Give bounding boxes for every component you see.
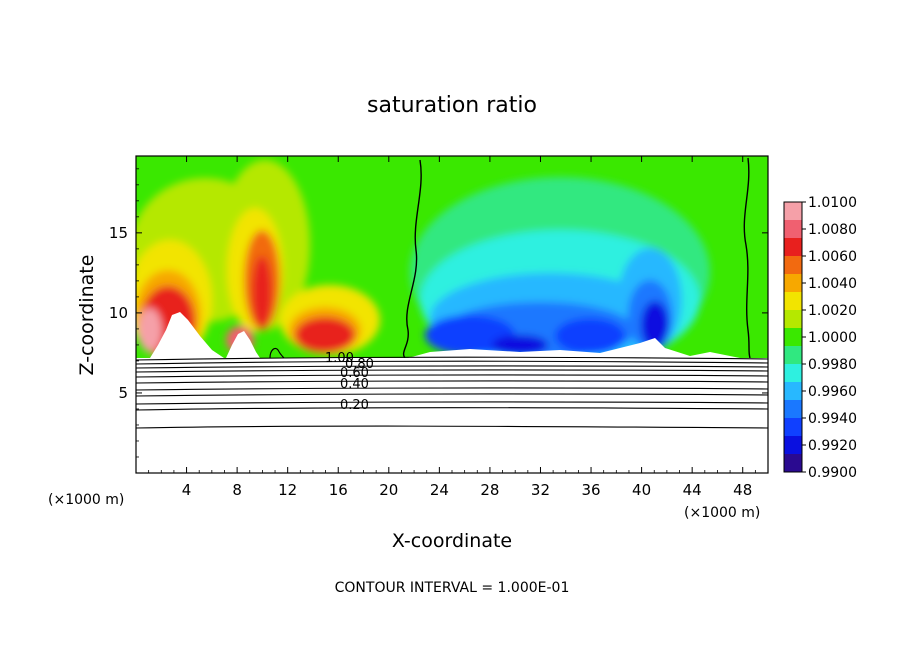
x-tick-label: 28 bbox=[480, 481, 499, 499]
x-tick-label: 16 bbox=[329, 481, 348, 499]
contour-label: 0.60 bbox=[340, 366, 369, 381]
contour-label: 0.20 bbox=[340, 398, 369, 413]
x-tick-label: 8 bbox=[232, 481, 242, 499]
colorbar-label: 0.9940 bbox=[808, 411, 857, 427]
colorbar-swatch bbox=[784, 292, 802, 311]
x-axis-label: X-coordinate bbox=[392, 530, 512, 552]
plot-area: 1.00 0.80 0.60 0.40 0.20 bbox=[135, 155, 769, 474]
chart-title: saturation ratio bbox=[367, 93, 537, 118]
colorbar-swatch bbox=[784, 274, 802, 293]
x-axis-ticks: 4 8 12 16 20 24 28 32 36 40 44 48 bbox=[148, 156, 756, 499]
contour-lines bbox=[136, 356, 768, 429]
x-units-right: (×1000 m) bbox=[684, 505, 760, 521]
x-tick-label: 32 bbox=[531, 481, 550, 499]
x-tick-label: 12 bbox=[278, 481, 297, 499]
colorbar-swatch bbox=[784, 382, 802, 401]
contour-interval-footer: CONTOUR INTERVAL = 1.000E-01 bbox=[335, 580, 570, 596]
colorbar-label: 1.0000 bbox=[808, 330, 857, 346]
colorbar-swatch bbox=[784, 346, 802, 365]
colorbar-swatch bbox=[784, 364, 802, 383]
contour-label: 0.40 bbox=[340, 377, 369, 392]
colorbar-swatch bbox=[784, 256, 802, 275]
colorbar-swatch bbox=[784, 400, 802, 419]
y-axis-label: Z-coordinate bbox=[76, 255, 98, 376]
colorbar-swatch bbox=[784, 436, 802, 455]
x-tick-label: 48 bbox=[733, 481, 752, 499]
colorbar-swatch bbox=[784, 238, 802, 257]
y-tick-label: 5 bbox=[118, 384, 128, 402]
x-tick-label: 24 bbox=[430, 481, 449, 499]
colorbar: 1.0100 1.0080 1.0060 1.0040 1.0020 1.0000 0.99… bbox=[783, 195, 857, 481]
colorbar-swatch bbox=[784, 310, 802, 329]
colorbar-label: 0.9920 bbox=[808, 438, 857, 454]
x-tick-label: 20 bbox=[379, 481, 398, 499]
colorbar-label: 1.0080 bbox=[808, 222, 857, 238]
colorbar-label: 0.9960 bbox=[808, 384, 857, 400]
colorbar-swatch bbox=[784, 202, 802, 221]
x-tick-label: 40 bbox=[632, 481, 651, 499]
colorbar-label: 0.9980 bbox=[808, 357, 857, 373]
colorbar-label: 1.0100 bbox=[808, 195, 857, 211]
y-tick-label: 15 bbox=[109, 224, 128, 242]
heatmap-field bbox=[136, 156, 768, 358]
x-tick-label: 36 bbox=[581, 481, 600, 499]
colorbar-swatch bbox=[784, 454, 802, 473]
colorbar-label: 1.0040 bbox=[808, 276, 857, 292]
y-axis-ticks: 5 10 15 bbox=[109, 168, 768, 458]
x-units-left: (×1000 m) bbox=[48, 492, 124, 508]
colorbar-swatch bbox=[784, 220, 802, 239]
colorbar-label: 0.9900 bbox=[808, 465, 857, 481]
x-tick-label: 4 bbox=[182, 481, 192, 499]
colorbar-label: 1.0060 bbox=[808, 249, 857, 265]
contour-label-group: 1.00 0.80 0.60 0.40 0.20 bbox=[325, 351, 374, 413]
colorbar-label: 1.0020 bbox=[808, 303, 857, 319]
y-tick-label: 10 bbox=[109, 304, 128, 322]
colorbar-swatch bbox=[784, 328, 802, 347]
contour-label: 0.80 bbox=[345, 357, 374, 372]
x-tick-label: 44 bbox=[683, 481, 702, 499]
colorbar-swatch bbox=[784, 418, 802, 437]
contour-label: 1.00 bbox=[325, 351, 354, 366]
